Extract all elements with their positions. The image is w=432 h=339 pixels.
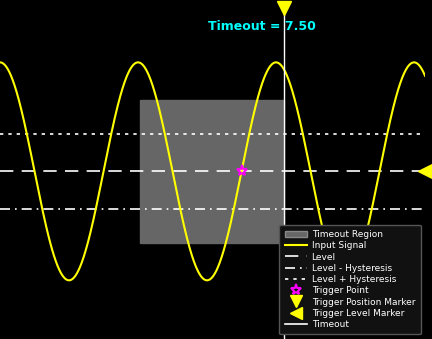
Text: Timeout = 7.50: Timeout = 7.50 — [208, 20, 316, 34]
Legend: Timeout Region, Input Signal, Level, Level - Hysteresis, Level + Hysteresis, Tri: Timeout Region, Input Signal, Level, Lev… — [279, 225, 420, 335]
Bar — [140, 100, 284, 243]
